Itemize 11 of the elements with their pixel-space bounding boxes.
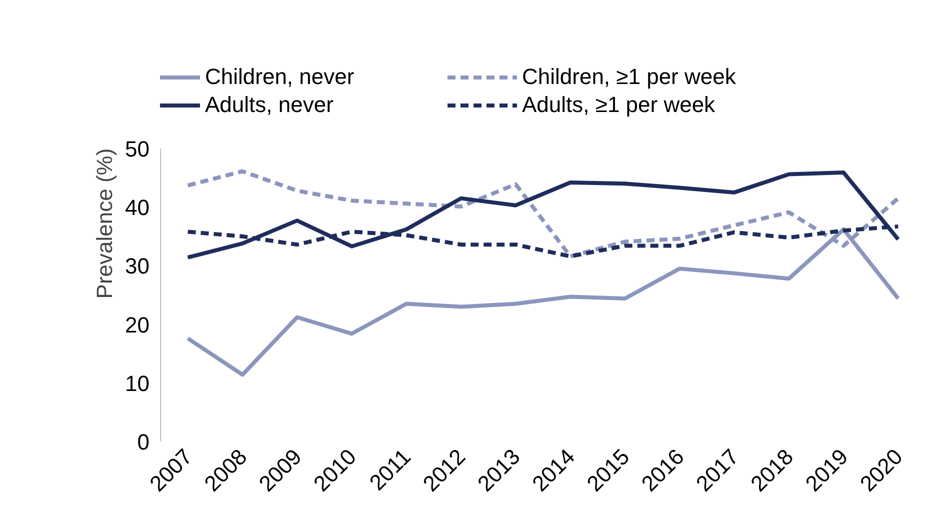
y-tick-label: 50 — [125, 136, 150, 162]
y-tick-label: 10 — [125, 370, 150, 396]
y-tick-label: 40 — [125, 195, 150, 220]
legend-label: Adults, never — [205, 92, 334, 118]
y-tick-label: 20 — [125, 312, 150, 338]
legend-label: Children, ≥1 per week — [522, 64, 737, 90]
y-tick-label: 0 — [137, 430, 150, 454]
y-tick-label: 30 — [125, 254, 150, 279]
legend-label: Children, never — [205, 64, 356, 90]
legend-label: Adults, ≥1 per week — [522, 92, 716, 118]
y-axis-title: Prevalence (%) — [92, 148, 118, 299]
